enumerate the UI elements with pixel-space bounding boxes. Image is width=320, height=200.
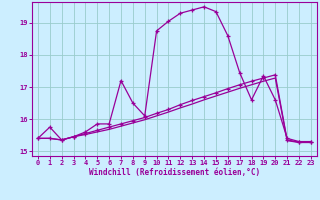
X-axis label: Windchill (Refroidissement éolien,°C): Windchill (Refroidissement éolien,°C) [89, 168, 260, 177]
